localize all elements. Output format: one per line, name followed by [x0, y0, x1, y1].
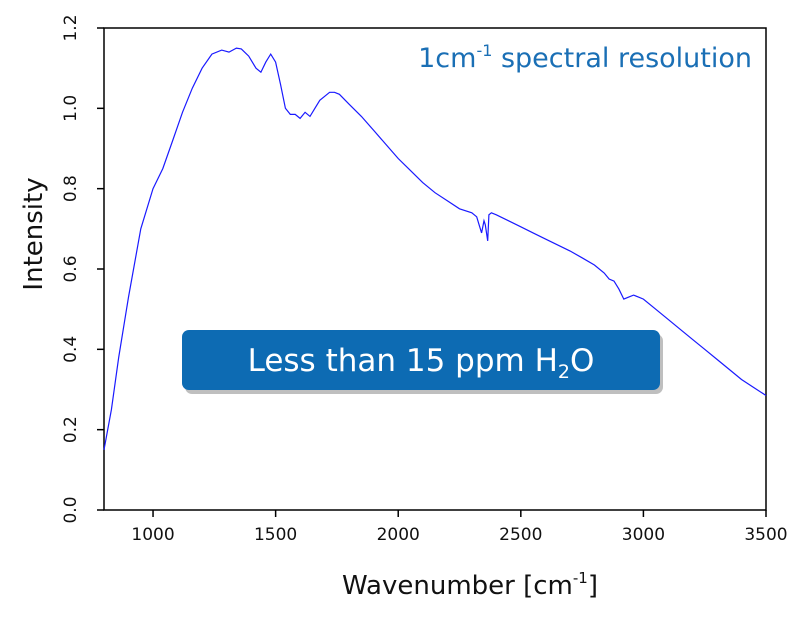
- resolution-annotation-main: 1cm: [418, 43, 476, 74]
- water-content-badge-text: Less than 15 ppm H2O: [248, 343, 595, 383]
- x-tick-label: 3000: [622, 525, 665, 545]
- plot-frame: [103, 27, 767, 511]
- y-tick-label: 1.0: [61, 95, 81, 122]
- resolution-annotation-sup: -1: [476, 41, 492, 60]
- resolution-annotation: 1cm-1 spectral resolution: [418, 41, 752, 74]
- x-tick-label: 2500: [499, 525, 542, 545]
- y-tick-label: 0.8: [61, 175, 81, 202]
- water-content-badge-main: Less than 15 ppm H: [248, 343, 558, 379]
- x-axis-title-sup: -1: [573, 569, 588, 587]
- spectrum-line: [103, 47, 767, 450]
- x-tick-label: 1500: [254, 525, 297, 545]
- y-axis-title: Intensity: [19, 177, 49, 290]
- y-tick-label: 0.0: [61, 496, 81, 523]
- water-content-badge: Less than 15 ppm H2O: [182, 330, 663, 394]
- x-tick-label: 1000: [131, 525, 174, 545]
- x-axis-title-main: Wavenumber [cm: [342, 571, 573, 601]
- y-tick-label: 0.2: [61, 416, 81, 443]
- water-content-badge-rest: O: [570, 343, 594, 379]
- y-tick-label: 0.6: [61, 255, 81, 282]
- x-tick-label: 2000: [377, 525, 420, 545]
- y-tick-label: 0.4: [61, 336, 81, 363]
- x-tick-label: 3500: [744, 525, 787, 545]
- water-content-badge-sub: 2: [558, 361, 570, 383]
- x-axis-title: Wavenumber [cm-1]: [342, 569, 598, 601]
- resolution-annotation-rest: spectral resolution: [492, 43, 752, 74]
- water-content-badge-box: [182, 330, 660, 390]
- y-tick-label: 1.2: [61, 14, 81, 41]
- x-axis-title-close: ]: [588, 571, 598, 601]
